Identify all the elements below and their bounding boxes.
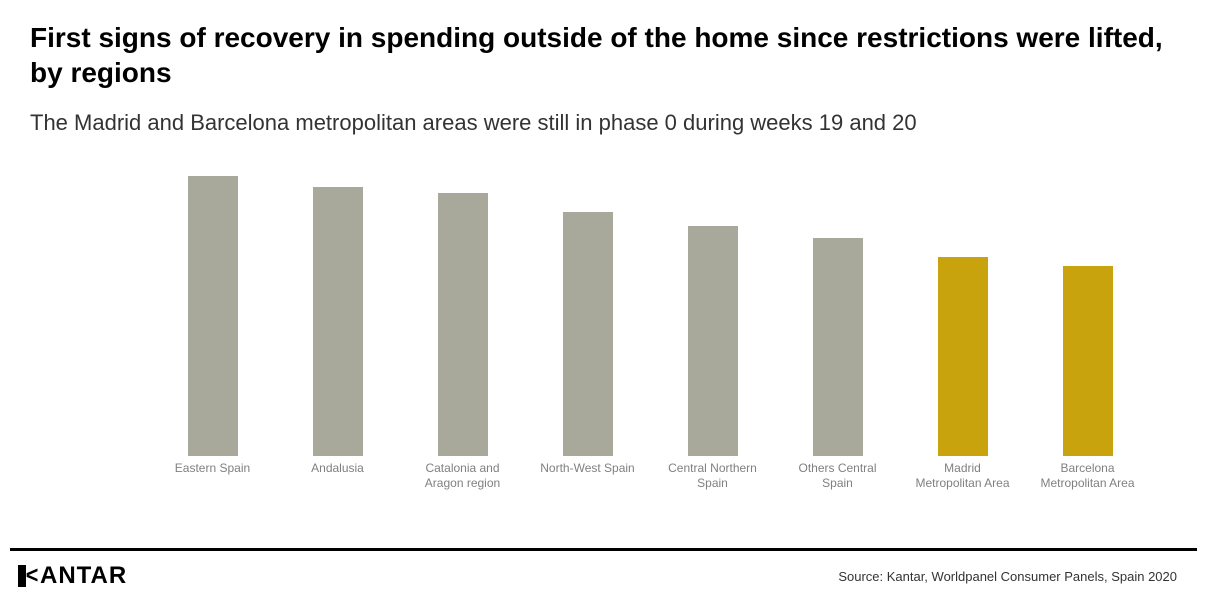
bar-slot xyxy=(525,176,650,456)
chart-labels-container: Eastern Spain Andalusia Catalonia and Arag… xyxy=(150,461,1150,516)
logo-k-char: < xyxy=(26,562,40,590)
bar-label: Others Central Spain xyxy=(788,461,888,491)
bar xyxy=(688,226,738,456)
source-text: Source: Kantar, Worldpanel Consumer Pane… xyxy=(838,569,1177,584)
label-slot: North-West Spain xyxy=(525,461,650,516)
bar-slot xyxy=(400,176,525,456)
bar-label: North-West Spain xyxy=(540,461,634,476)
bar-slot xyxy=(275,176,400,456)
bar-slot xyxy=(775,176,900,456)
section-divider xyxy=(10,548,1197,551)
label-slot: Madrid Metropolitan Area xyxy=(900,461,1025,516)
footer: < ANTAR Source: Kantar, Worldpanel Consu… xyxy=(0,556,1207,596)
label-slot: Central Northern Spain xyxy=(650,461,775,516)
bar xyxy=(313,187,363,456)
bar xyxy=(1063,266,1113,456)
bar-label: Central Northern Spain xyxy=(663,461,763,491)
chart-subtitle: The Madrid and Barcelona metropolitan ar… xyxy=(30,110,1177,136)
bar-slot xyxy=(650,176,775,456)
bar-label: Eastern Spain xyxy=(175,461,250,476)
bar-label: Madrid Metropolitan Area xyxy=(913,461,1013,491)
page-container: First signs of recovery in spending outs… xyxy=(0,0,1207,611)
bar xyxy=(188,176,238,456)
label-slot: Catalonia and Aragon region xyxy=(400,461,525,516)
bar-slot xyxy=(900,176,1025,456)
bar-slot xyxy=(150,176,275,456)
kantar-logo: < ANTAR xyxy=(18,562,127,590)
chart-area: Eastern Spain Andalusia Catalonia and Arag… xyxy=(150,156,1150,516)
logo-text: ANTAR xyxy=(40,562,127,590)
chart-title: First signs of recovery in spending outs… xyxy=(30,20,1177,90)
chart-bars-container xyxy=(150,176,1150,456)
bar-label: Andalusia xyxy=(311,461,364,476)
label-slot: Eastern Spain xyxy=(150,461,275,516)
bar-slot xyxy=(1025,176,1150,456)
bar xyxy=(438,193,488,456)
label-slot: Others Central Spain xyxy=(775,461,900,516)
label-slot: Andalusia xyxy=(275,461,400,516)
bar xyxy=(938,257,988,456)
bar xyxy=(563,212,613,456)
label-slot: Barcelona Metropolitan Area xyxy=(1025,461,1150,516)
bar-label: Catalonia and Aragon region xyxy=(413,461,513,491)
bar-label: Barcelona Metropolitan Area xyxy=(1038,461,1138,491)
bar xyxy=(813,238,863,456)
